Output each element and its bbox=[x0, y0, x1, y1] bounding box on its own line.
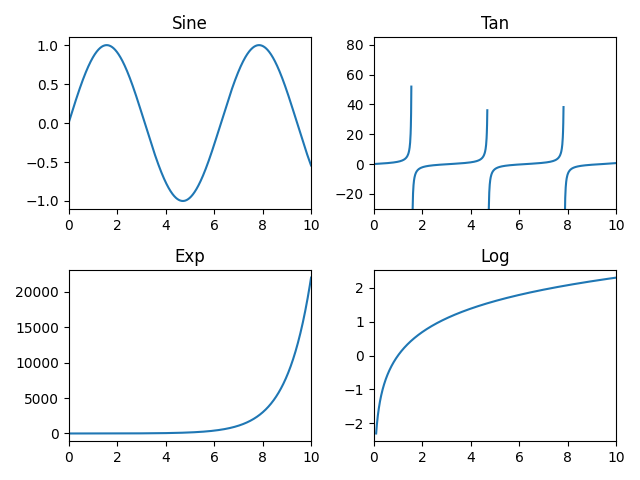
Title: Exp: Exp bbox=[175, 248, 205, 265]
Title: Tan: Tan bbox=[481, 15, 509, 33]
Title: Log: Log bbox=[480, 248, 510, 265]
Title: Sine: Sine bbox=[172, 15, 208, 33]
